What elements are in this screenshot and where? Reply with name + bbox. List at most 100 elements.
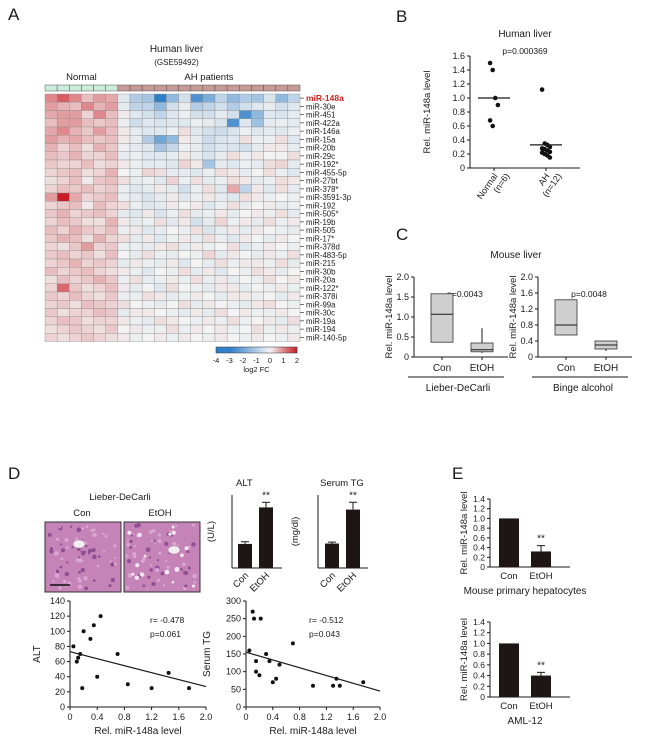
heatmap-cell (141, 192, 155, 202)
heatmap-cell (129, 242, 143, 251)
colorbar-segment (236, 347, 239, 353)
heatmap-cell (214, 242, 228, 251)
heatmap-cell (69, 93, 82, 103)
heatmap-cell (105, 143, 119, 152)
heatmap-cell (154, 324, 167, 334)
histology-vessel (72, 539, 86, 549)
heatmap-cell (141, 250, 155, 260)
heatmap-cell (105, 242, 119, 251)
group-bar-cell (275, 84, 289, 92)
heatmap-cell (117, 201, 131, 210)
colorbar-tick-label: 2 (295, 356, 299, 365)
colorbar-segment (274, 347, 278, 353)
heatmap-cell (202, 316, 216, 326)
histology-texture (142, 584, 146, 588)
colorbar-segment (218, 347, 221, 353)
heatmap-cell (214, 333, 228, 342)
histology-texture (186, 549, 190, 554)
d-scatter-alt-x-tick-label: 2.0 (200, 712, 213, 722)
heatmap-cell (69, 209, 82, 218)
c-box (430, 293, 454, 343)
heatmap-cell (81, 324, 94, 334)
heatmap-cell (202, 176, 216, 185)
heatmap-cell (129, 209, 143, 218)
d-scatter-alt-point (95, 674, 100, 679)
histology-texture (129, 546, 133, 550)
heatmap-cell (81, 192, 94, 202)
colorbar-segment (248, 347, 251, 353)
heatmap-cell (166, 184, 179, 194)
heatmap-cell (56, 110, 70, 119)
heatmap-cell (251, 93, 264, 103)
heatmap-cell (93, 225, 106, 235)
heatmap-cell (81, 151, 94, 161)
heatmap-cell (129, 333, 143, 342)
histology-texture (146, 587, 149, 590)
heatmap-cell (190, 333, 204, 342)
heatmap-cell (93, 93, 106, 103)
heatmap-cell (178, 201, 191, 210)
d-scatter-alt-point (71, 644, 76, 649)
histology-texture (104, 534, 108, 538)
heatmap-cell (141, 209, 155, 218)
heatmap-cell (202, 300, 216, 309)
histology-texture (193, 580, 197, 584)
histology-lipid-droplet (171, 525, 175, 529)
b-title: Human liver (498, 29, 552, 40)
histology-texture (141, 559, 145, 564)
heatmap-cell (275, 126, 289, 136)
heatmap-cell (226, 234, 240, 243)
heatmap-cell (251, 143, 264, 152)
c-category-label: Con (433, 363, 451, 374)
heatmap-cell (178, 126, 191, 136)
heatmap-cell (226, 316, 240, 326)
histology-texture (77, 558, 83, 563)
heatmap-cell (141, 176, 155, 185)
heatmap-cell (44, 234, 58, 243)
heatmap-cell (93, 242, 106, 251)
heatmap-cell (190, 275, 204, 284)
heatmap-cell (275, 250, 289, 260)
heatmap-cell (93, 151, 106, 161)
heatmap-cell (81, 275, 94, 284)
heatmap-cell (251, 242, 264, 251)
heatmap-cell (226, 118, 240, 128)
d-scatter-alt-point (91, 623, 96, 628)
heatmap-cell (263, 184, 276, 194)
heatmap-cell (93, 168, 106, 177)
heatmap-cell (275, 225, 289, 235)
histology-lipid-droplet (141, 573, 145, 577)
heatmap-cell (81, 102, 94, 111)
e-hep-xlabel: Mouse primary hepatocytes (464, 586, 587, 597)
heatmap-cell (263, 209, 276, 218)
heatmap-cell (178, 110, 191, 119)
panel-label-a: A (8, 5, 20, 24)
heatmap-cell (287, 176, 301, 185)
d-alt-bar (259, 507, 273, 568)
d-alt-category-label: EtOH (248, 570, 272, 594)
d-scatter-alt-x-tick-label: 1.2 (145, 712, 158, 722)
heatmap-row-label: miR-422a (306, 119, 340, 128)
heatmap-cell (263, 300, 276, 309)
heatmap-cell (226, 168, 240, 177)
heatmap-cell (275, 291, 289, 301)
d-scatter-tg-point (258, 616, 263, 621)
d-scatter-alt-point (187, 686, 191, 691)
b-point (487, 118, 493, 123)
colorbar-segment (238, 347, 241, 353)
heatmap-cell (44, 168, 58, 177)
heatmap-cell (105, 201, 119, 210)
heatmap-cell (287, 201, 301, 210)
heatmap-cell (239, 250, 252, 260)
heatmap-cell (202, 118, 216, 128)
heatmap-cell (251, 110, 264, 119)
heatmap-row-label: miR-215 (306, 259, 336, 268)
histology-texture (151, 581, 156, 587)
heatmap-row-label: miR-483-5p (306, 251, 347, 260)
heatmap-cell (178, 267, 191, 276)
b-point (490, 123, 496, 129)
heatmap-cell (154, 275, 167, 284)
heatmap-cell (275, 267, 289, 276)
histology-image (44, 521, 122, 593)
heatmap-cell (117, 300, 131, 309)
